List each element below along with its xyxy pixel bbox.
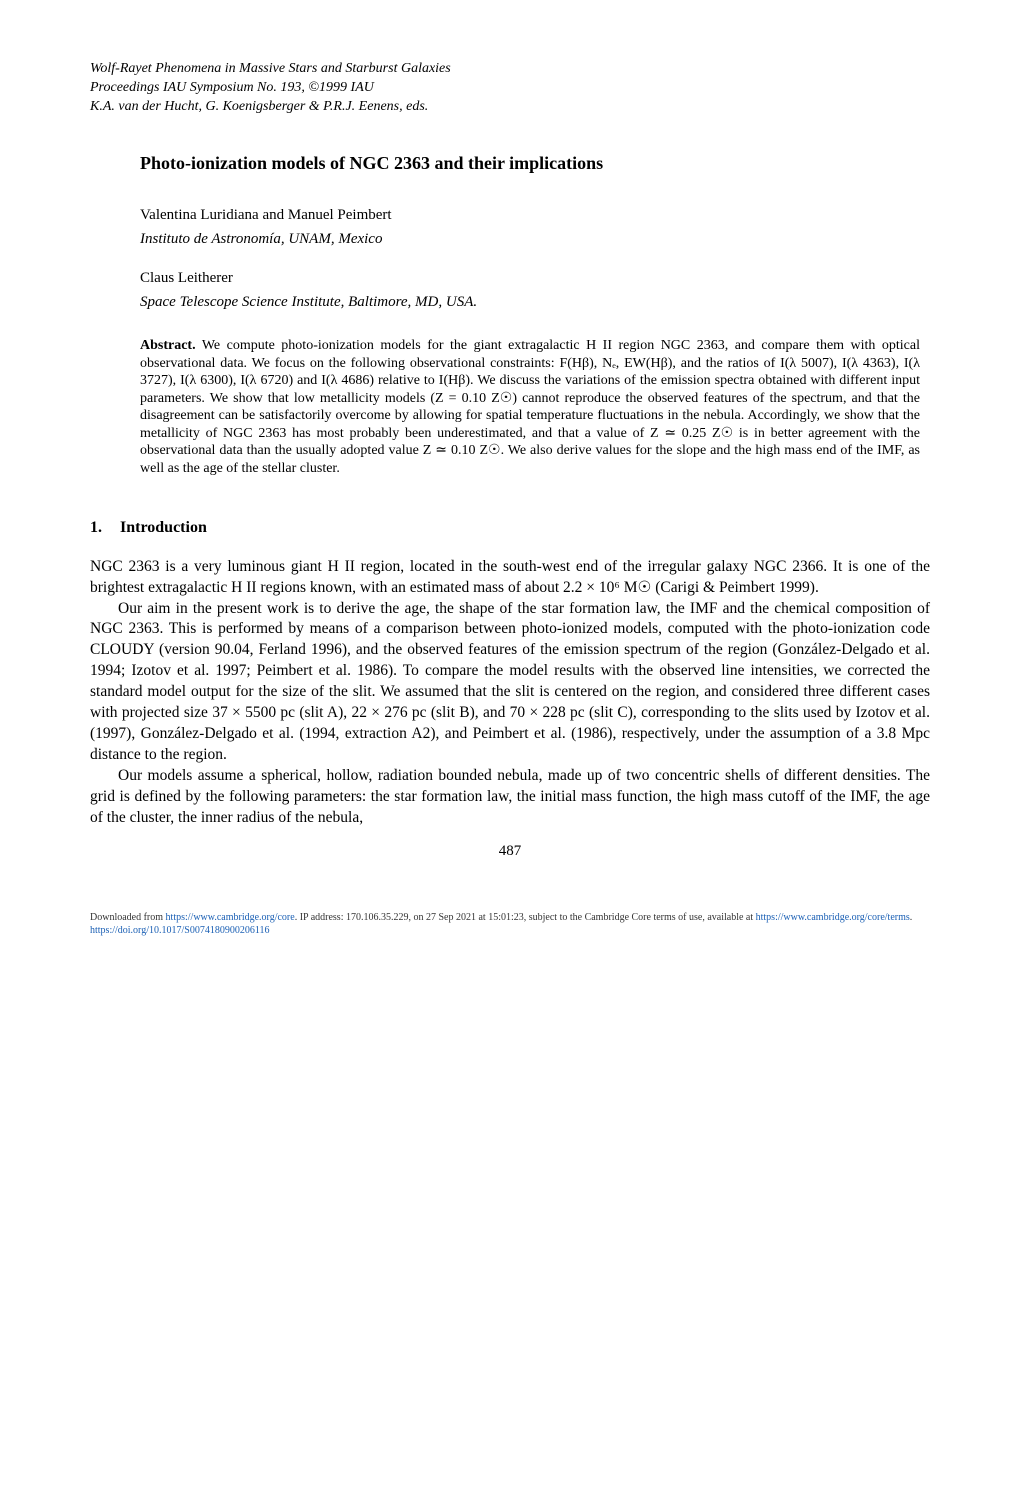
footer-link-terms[interactable]: https://www.cambridge.org/core/terms (756, 912, 910, 923)
section-number: 1. (90, 519, 102, 536)
footer-prefix: Downloaded from (90, 912, 166, 923)
header-line-1: Wolf-Rayet Phenomena in Massive Stars an… (90, 60, 930, 79)
proceedings-header: Wolf-Rayet Phenomena in Massive Stars an… (90, 60, 930, 117)
affiliation-1: Instituto de Astronomía, UNAM, Mexico (140, 229, 930, 249)
footer-link-core[interactable]: https://www.cambridge.org/core (166, 912, 295, 923)
abstract: Abstract. We compute photo-ionization mo… (140, 337, 920, 477)
paper-title: Photo-ionization models of NGC 2363 and … (140, 152, 930, 175)
footer-mid-1: . IP address: 170.106.35.229, on 27 Sep … (295, 912, 756, 923)
abstract-label: Abstract. (140, 338, 196, 353)
section-title: Introduction (120, 519, 207, 536)
footer-mid-2: . (910, 912, 913, 923)
authors-group-2: Claus Leitherer (140, 268, 930, 288)
affiliation-2: Space Telescope Science Institute, Balti… (140, 292, 930, 312)
paragraph-2: Our aim in the present work is to derive… (90, 599, 930, 766)
section-heading-1: 1. Introduction (90, 517, 930, 539)
header-line-3: K.A. van der Hucht, G. Koenigsberger & P… (90, 98, 930, 117)
header-line-2: Proceedings IAU Symposium No. 193, ©1999… (90, 79, 930, 98)
footer-link-doi[interactable]: https://doi.org/10.1017/S007418090020611… (90, 925, 269, 936)
abstract-text: We compute photo-ionization models for t… (140, 338, 920, 476)
download-footer: Downloaded from https://www.cambridge.or… (90, 911, 930, 937)
page-number: 487 (90, 841, 930, 861)
authors-group-1: Valentina Luridiana and Manuel Peimbert (140, 205, 930, 225)
paragraph-1: NGC 2363 is a very luminous giant H II r… (90, 557, 930, 599)
paragraph-3: Our models assume a spherical, hollow, r… (90, 766, 930, 829)
authors-block: Valentina Luridiana and Manuel Peimbert … (140, 205, 930, 312)
